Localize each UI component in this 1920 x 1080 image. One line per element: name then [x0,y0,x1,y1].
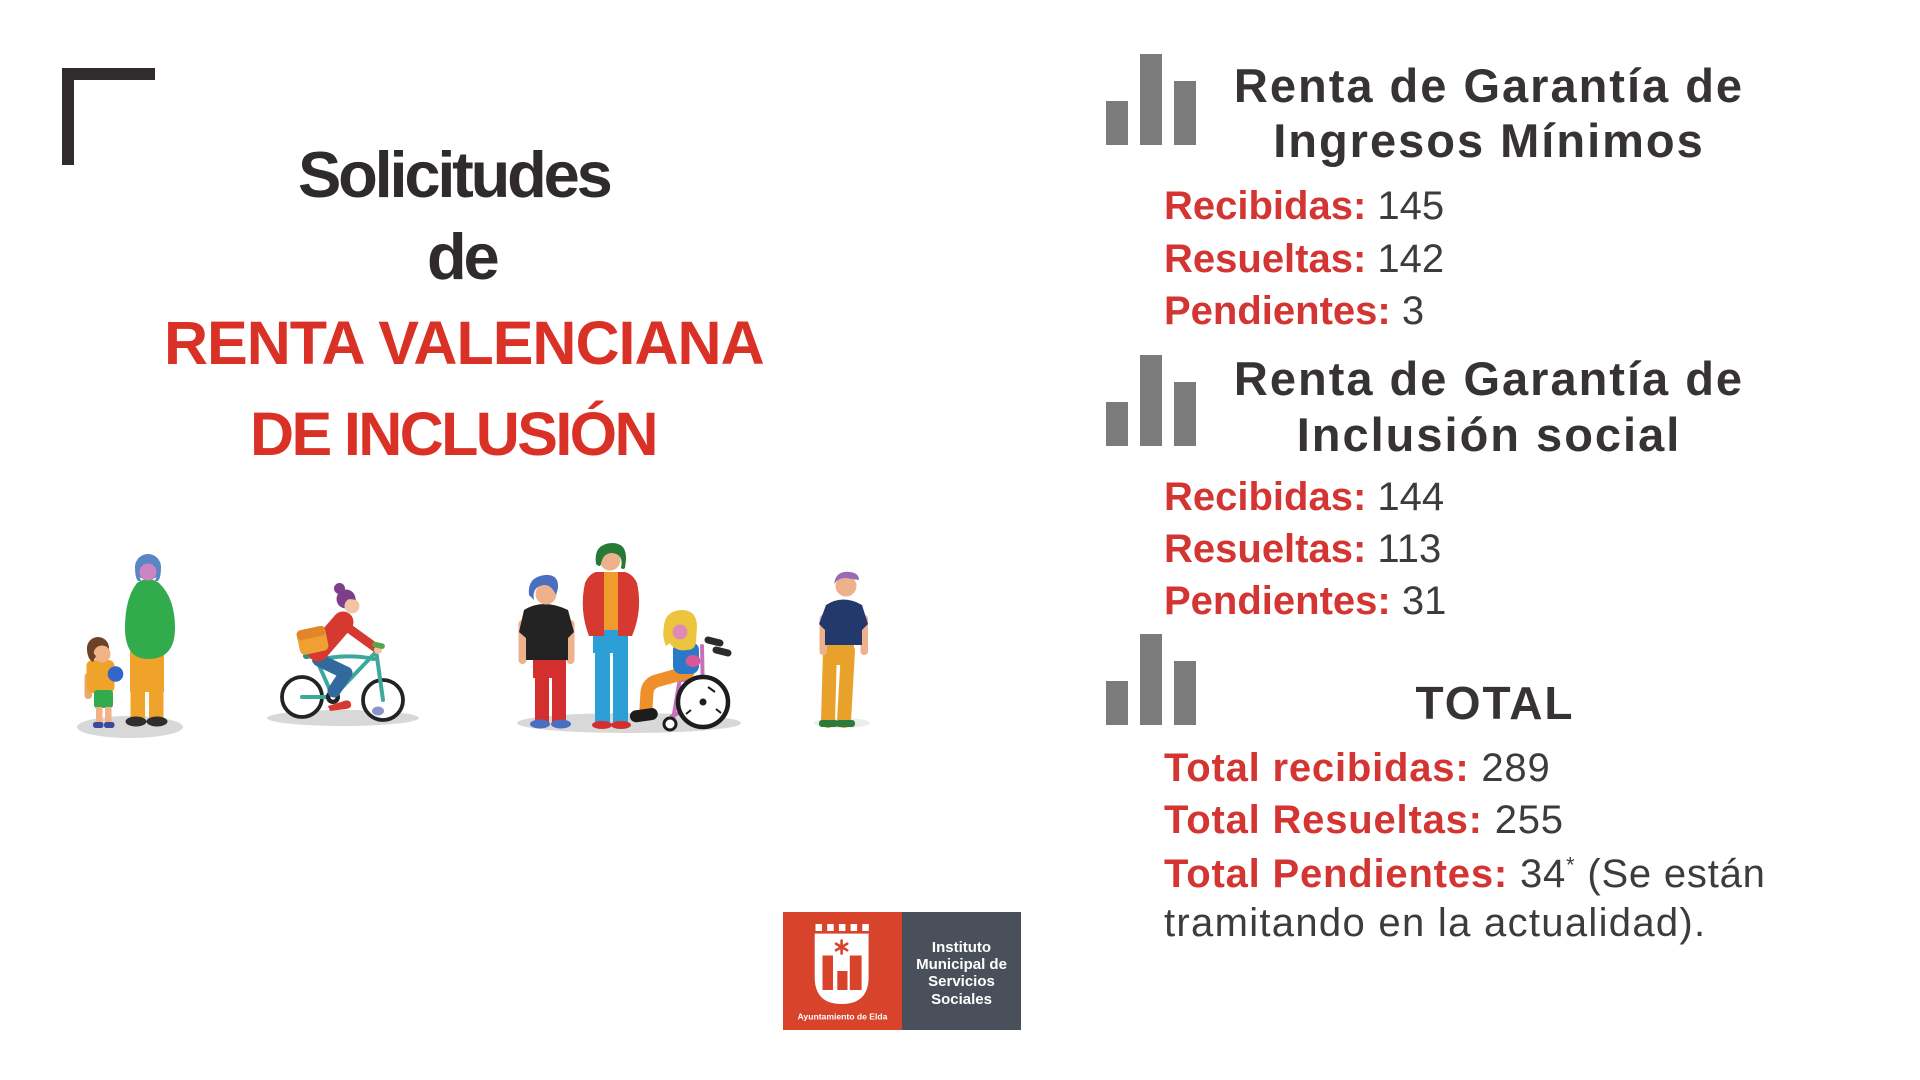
svg-text:Ayuntamiento de Elda: Ayuntamiento de Elda [798,1012,888,1022]
